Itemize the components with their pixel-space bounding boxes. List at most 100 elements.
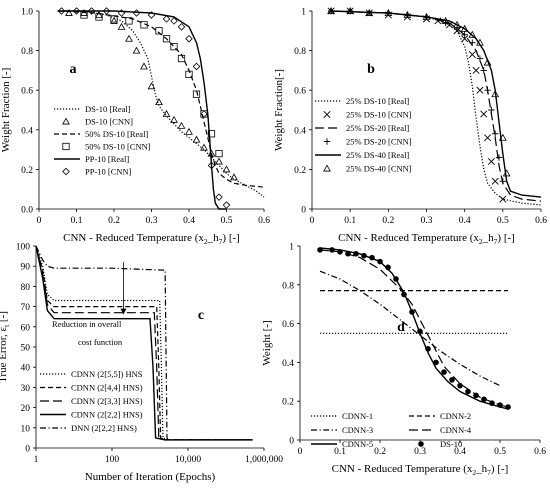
data-point — [476, 86, 484, 94]
data-point — [170, 43, 178, 51]
data-point — [457, 382, 463, 389]
data-point — [502, 169, 511, 177]
legend-label: 25% DS-20 [CNN] — [346, 137, 412, 147]
series-line — [331, 10, 542, 198]
x-tick-label: 0.2 — [108, 216, 120, 226]
data-point — [222, 165, 231, 173]
legend-item: DNN (2[2,2] HNS) — [40, 423, 137, 433]
x-tick-label: 0.6 — [534, 447, 546, 457]
data-point — [72, 7, 81, 15]
y-tick-label: 0.2 — [21, 166, 33, 176]
legend-item: CDNN-3 — [311, 425, 373, 435]
data-point — [483, 58, 492, 66]
data-point — [140, 62, 148, 70]
data-point — [110, 16, 118, 24]
data-point — [422, 12, 431, 20]
legend-item: 25% DS-40 [CNN] — [323, 164, 412, 174]
y-tick-label: 0.8 — [282, 281, 294, 291]
x-tick-label: 0.4 — [183, 216, 195, 226]
data-point — [484, 134, 492, 142]
y-tick-label: 10 — [21, 424, 31, 434]
data-point — [441, 369, 447, 375]
data-point — [317, 247, 323, 253]
legend-label: 25% DS-10 [CNN] — [346, 110, 412, 120]
data-point — [80, 11, 88, 19]
x-tick-label: 0.1 — [344, 216, 356, 226]
series-line — [35, 245, 253, 441]
y-tick-label: 70 — [21, 303, 31, 313]
legend-label: CDNN (2[5,5]) HNS — [71, 369, 143, 379]
data-point — [200, 110, 208, 118]
x-tick-label: 0.6 — [258, 216, 270, 226]
data-point — [346, 6, 355, 14]
data-point — [499, 178, 507, 185]
legend-marker — [323, 164, 331, 172]
y-tick-label: 0.4 — [282, 359, 294, 369]
series-25-ds-40-real — [331, 10, 542, 198]
legend-item: 25% DS-20 [CNN] — [323, 137, 412, 147]
data-point — [480, 67, 487, 74]
data-point — [192, 62, 201, 71]
data-point — [403, 10, 412, 18]
data-point — [461, 35, 469, 43]
data-point — [185, 34, 193, 43]
legend-item: 25% DS-40 [Real] — [315, 150, 409, 160]
legend-label: DNN (2[2,2] HNS) — [71, 423, 137, 433]
legend-label: DS-10 — [440, 439, 462, 449]
series-cdnn-2-5-5-hns — [35, 245, 253, 441]
legend-item: 50% DS-10 [CNN] — [62, 142, 151, 152]
legend-label: 25% DS-10 [Real] — [346, 96, 409, 106]
data-point — [222, 201, 231, 209]
series-line — [35, 245, 253, 441]
data-point — [337, 249, 343, 255]
x-tick-label: 0 — [298, 447, 303, 457]
legend-label: CDNN (2[3,3] HNS) — [71, 396, 143, 406]
legend-label: CDNN-5 — [342, 439, 373, 449]
panel-letter: d — [397, 320, 405, 335]
y-tick-label: 0 — [289, 437, 294, 447]
data-point — [468, 51, 476, 59]
y-tick-label: 1 — [289, 243, 294, 253]
data-point — [215, 157, 223, 165]
annotation-text: cost function — [78, 337, 123, 347]
data-point — [132, 9, 141, 17]
data-point — [215, 193, 223, 201]
x-tick-label: 100 — [105, 455, 120, 465]
series-cdnn-2-3-3-hns — [35, 245, 253, 441]
legend-marker — [62, 142, 70, 151]
series-line — [35, 245, 253, 441]
y-tick-label: 1 — [301, 8, 306, 18]
x-tick-label: 0.4 — [459, 216, 471, 226]
legend-item: DS-10 — [418, 439, 462, 449]
data-point — [177, 54, 186, 63]
data-point — [170, 115, 178, 123]
data-point — [117, 9, 126, 17]
y-tick-label: 0.0 — [21, 206, 33, 216]
series-pp-10-real — [57, 10, 227, 210]
x-tick-label: 0.4 — [454, 447, 466, 457]
y-tick-label: 90 — [21, 263, 31, 273]
data-point — [453, 20, 461, 28]
y-axis-label: Weight Fraction[-] — [273, 69, 285, 151]
data-point — [170, 17, 178, 25]
x-tick-label: 0.3 — [421, 216, 433, 226]
panel-letter: c — [198, 308, 204, 323]
legend-label: CDNN-4 — [440, 425, 472, 435]
y-tick-label: 1.0 — [21, 8, 33, 18]
legend-item: CDNN-5 — [311, 439, 373, 449]
y-tick-label: 80 — [21, 283, 31, 293]
data-point — [480, 110, 488, 118]
data-point — [409, 309, 415, 315]
legend-label: CDNN (2[2,2] HNS) — [71, 410, 143, 420]
data-point — [498, 133, 507, 141]
data-point — [230, 173, 238, 181]
series-cdnn-3 — [319, 270, 501, 387]
legend-label: PP-10 [Real] — [85, 154, 129, 164]
data-point — [441, 16, 450, 24]
x-tick-label: 1,000,000 — [245, 455, 283, 465]
panel-b-chart: 0 0.1 0.2 0.3 0.4 0.5 0.6 0 0.2 0.4 0.6 0.8 1 CNN - R… — [273, 6, 547, 246]
data-point — [425, 346, 431, 352]
x-tick-label: 0.6 — [535, 216, 547, 226]
legend-item: DS-10 [CNN] — [62, 117, 133, 127]
y-tick-label: 0 — [301, 206, 306, 216]
